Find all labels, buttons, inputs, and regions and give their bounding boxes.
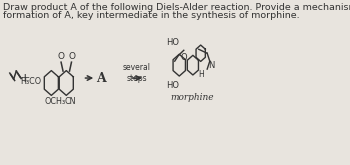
Text: morphine: morphine [170, 93, 214, 102]
Text: HO: HO [166, 81, 179, 90]
Text: steps: steps [127, 74, 147, 82]
Text: O: O [58, 52, 65, 61]
Text: CN: CN [65, 97, 77, 106]
Text: H₃CO: H₃CO [20, 77, 41, 85]
Text: O: O [181, 53, 187, 62]
Text: H: H [198, 70, 204, 79]
Text: A: A [97, 72, 106, 84]
Text: Draw product A of the following Diels-Alder reaction. Provide a mechanism for th: Draw product A of the following Diels-Al… [3, 3, 350, 12]
Text: several: several [123, 63, 151, 72]
Text: +: + [20, 72, 31, 84]
Text: OCH₃: OCH₃ [44, 97, 65, 106]
Text: N: N [209, 61, 215, 70]
Text: O: O [69, 52, 76, 61]
Text: formation of A, key intermediate in the synthesis of morphine.: formation of A, key intermediate in the … [3, 11, 300, 20]
Text: HO: HO [166, 38, 179, 47]
